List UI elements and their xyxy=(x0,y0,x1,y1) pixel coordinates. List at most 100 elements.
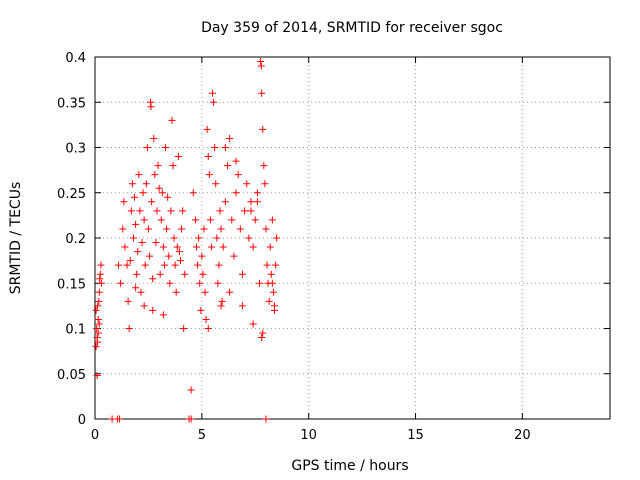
data-point xyxy=(266,243,274,251)
data-point xyxy=(144,225,152,233)
data-point xyxy=(219,243,227,251)
data-point xyxy=(249,243,257,251)
data-point xyxy=(268,216,276,224)
data-point xyxy=(247,198,255,206)
data-point xyxy=(205,171,213,179)
data-point xyxy=(197,306,205,314)
data-point xyxy=(140,216,148,224)
data-point xyxy=(97,279,105,287)
data-point xyxy=(253,198,261,206)
data-point xyxy=(153,207,161,215)
data-point xyxy=(236,225,244,233)
y-tick-label: 0.25 xyxy=(57,187,86,202)
data-point xyxy=(135,171,143,179)
data-point xyxy=(210,98,218,106)
data-point xyxy=(216,207,224,215)
data-point xyxy=(221,144,229,151)
data-point xyxy=(162,144,170,151)
data-point xyxy=(232,189,240,197)
data-point xyxy=(199,270,207,278)
data-point xyxy=(170,234,178,242)
data-point xyxy=(238,302,246,310)
data-point xyxy=(156,270,164,278)
data-point xyxy=(123,261,131,269)
data-point xyxy=(257,58,265,66)
data-point xyxy=(154,162,162,170)
data-point xyxy=(191,216,199,224)
data-point xyxy=(256,279,264,287)
data-point xyxy=(178,225,186,233)
data-point xyxy=(221,198,229,206)
data-point xyxy=(149,275,157,283)
data-point xyxy=(204,153,212,161)
y-tick-label: 0 xyxy=(78,413,86,428)
data-point xyxy=(272,261,280,269)
data-point xyxy=(92,306,100,314)
data-point xyxy=(247,207,255,215)
data-point xyxy=(263,261,271,269)
data-point xyxy=(226,288,234,296)
data-point xyxy=(164,193,172,201)
data-point xyxy=(203,125,211,133)
x-tick-label: 10 xyxy=(300,428,317,443)
data-point xyxy=(262,415,270,423)
data-point xyxy=(187,386,195,394)
data-point xyxy=(92,343,100,351)
data-point xyxy=(152,239,160,247)
data-point xyxy=(194,261,202,269)
data-point xyxy=(159,311,167,319)
data-point xyxy=(179,207,187,215)
data-point xyxy=(176,257,184,265)
data-point xyxy=(143,144,151,151)
y-axis-label: SRMTID / TECUs xyxy=(8,182,24,295)
data-point xyxy=(128,180,136,188)
data-point xyxy=(134,248,142,256)
data-point xyxy=(142,180,150,188)
data-point xyxy=(136,207,144,215)
data-point xyxy=(94,315,102,323)
data-point xyxy=(260,162,268,170)
data-point xyxy=(262,225,270,233)
data-point xyxy=(241,207,249,215)
data-point xyxy=(147,103,155,111)
data-point xyxy=(174,153,182,161)
data-point xyxy=(243,180,251,188)
data-point xyxy=(159,243,167,251)
data-point xyxy=(165,252,173,260)
data-point xyxy=(121,243,129,251)
data-point xyxy=(218,297,226,305)
y-tick-label: 0.35 xyxy=(57,96,86,111)
data-point xyxy=(132,220,140,228)
data-point xyxy=(139,189,147,197)
data-point xyxy=(226,134,234,142)
data-point xyxy=(95,297,103,305)
data-point xyxy=(253,189,261,197)
data-point xyxy=(148,198,156,206)
data-point xyxy=(258,334,266,342)
data-point xyxy=(155,184,163,192)
data-point xyxy=(249,320,257,328)
data-point xyxy=(151,171,159,179)
data-point xyxy=(172,288,180,296)
y-tick-label: 0.15 xyxy=(57,277,86,292)
data-point xyxy=(230,252,238,260)
data-point xyxy=(129,234,137,242)
data-point xyxy=(198,252,206,260)
data-point xyxy=(187,415,195,423)
data-point xyxy=(257,62,265,70)
data-point xyxy=(245,234,253,242)
data-point xyxy=(175,248,183,256)
data-point xyxy=(173,243,181,251)
data-point xyxy=(94,338,102,346)
y-tick-label: 0.2 xyxy=(65,232,86,247)
data-point xyxy=(120,198,128,206)
data-point xyxy=(132,284,140,292)
data-point xyxy=(137,288,145,296)
data-point xyxy=(204,325,212,332)
data-point xyxy=(228,216,236,224)
x-tick-label: 15 xyxy=(407,428,424,443)
data-point xyxy=(158,189,166,197)
data-point xyxy=(117,279,125,287)
data-point xyxy=(149,306,157,314)
data-point xyxy=(169,162,177,170)
